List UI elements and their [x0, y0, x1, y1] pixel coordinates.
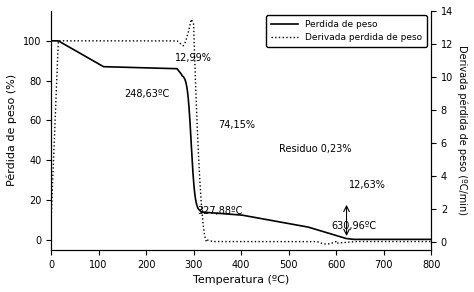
Derivada perdida de peso	[324, 242, 329, 246]
Perdida de peso	[208, 211, 214, 214]
Derivada perdida de peso	[229, 240, 235, 243]
Derivada perdida de peso	[188, 18, 194, 21]
Legend: Perdida de peso, Derivada perdida de peso: Perdida de peso, Derivada perdida de pes…	[266, 15, 427, 47]
Y-axis label: Derivada pérdida de peso (ºC/min): Derivada pérdida de peso (ºC/min)	[456, 45, 467, 215]
Perdida de peso	[350, 238, 356, 241]
Text: 74,15%: 74,15%	[219, 120, 255, 130]
Perdida de peso	[48, 39, 54, 43]
Text: 12,99%: 12,99%	[175, 53, 212, 63]
Line: Derivada perdida de peso: Derivada perdida de peso	[51, 19, 431, 244]
Derivada perdida de peso	[325, 242, 330, 246]
Perdida de peso	[428, 238, 434, 241]
Text: 248,63ºC: 248,63ºC	[125, 88, 170, 98]
Perdida de peso	[398, 238, 403, 241]
Perdida de peso	[211, 211, 217, 215]
Y-axis label: Pérdida de peso (%): Pérdida de peso (%)	[7, 74, 18, 186]
Derivada perdida de peso	[398, 240, 403, 243]
Text: Residuo 0,23%: Residuo 0,23%	[279, 144, 352, 154]
Perdida de peso	[229, 213, 235, 216]
Text: 12,63%: 12,63%	[349, 180, 386, 190]
X-axis label: Temperatura (ºC): Temperatura (ºC)	[193, 275, 289, 285]
Perdida de peso	[417, 238, 422, 241]
Derivada perdida de peso	[428, 240, 434, 243]
Perdida de peso	[324, 231, 330, 234]
Line: Perdida de peso: Perdida de peso	[51, 41, 431, 239]
Derivada perdida de peso	[48, 218, 54, 222]
Derivada perdida de peso	[211, 240, 217, 243]
Text: 327,88ºC: 327,88ºC	[197, 206, 242, 216]
Derivada perdida de peso	[208, 239, 214, 243]
Text: 630,96ºC: 630,96ºC	[331, 221, 376, 231]
Derivada perdida de peso	[417, 240, 422, 243]
